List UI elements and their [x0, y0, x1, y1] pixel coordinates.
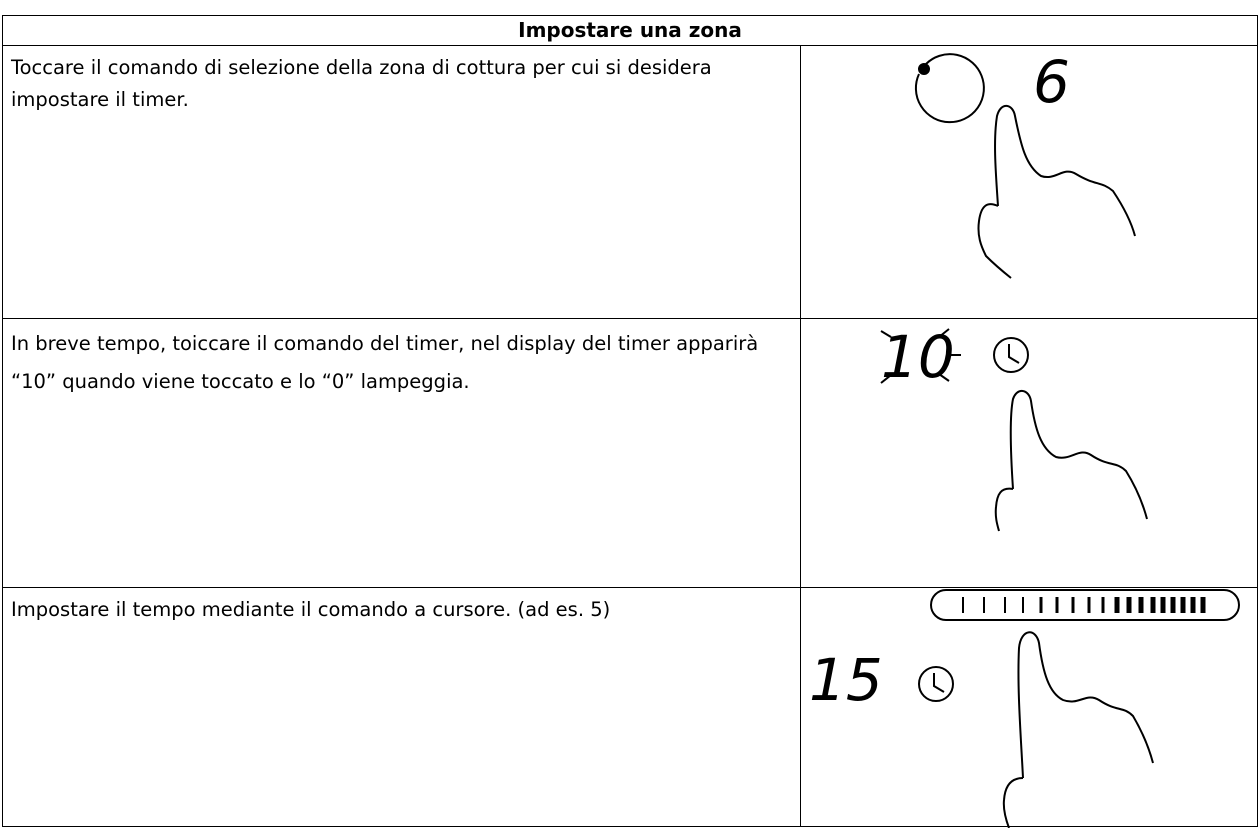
hand — [1009, 390, 1148, 520]
clock-hands — [1008, 344, 1020, 364]
hand — [994, 104, 1136, 237]
zone-ring — [914, 53, 985, 124]
illustration-slider: 15 — [809, 589, 1240, 828]
hand-palm — [1002, 777, 1024, 828]
hand — [1017, 631, 1154, 779]
illustration-timer: 10 — [880, 323, 1148, 532]
row-illustration: 6 — [800, 45, 1258, 319]
blink-ray — [938, 373, 950, 382]
row-illustration: 15 — [800, 587, 1258, 828]
blink-ray — [880, 374, 892, 384]
slider-track — [930, 589, 1240, 621]
display-digit: 6 — [1033, 48, 1070, 116]
clock-icon — [918, 666, 954, 702]
row-text: In breve tempo, toiccare il comando del … — [2, 318, 801, 588]
table-header: Impostare una zona — [2, 15, 1258, 46]
illustration-zone: 6 — [914, 48, 1136, 279]
blink-ray — [880, 330, 892, 338]
hand-palm — [977, 203, 1012, 279]
hand-palm — [994, 487, 1014, 532]
clock-icon — [993, 337, 1029, 373]
row-text: Impostare il tempo mediante il comando a… — [2, 587, 801, 827]
zone-dot — [918, 63, 930, 75]
slider-bars — [962, 597, 1206, 613]
display-digit: 15 — [809, 646, 883, 714]
blink-ray — [938, 328, 950, 338]
row-text: Toccare il comando di selezione della zo… — [2, 45, 801, 319]
row-illustration: 10 — [800, 318, 1258, 588]
clock-hands — [933, 673, 945, 693]
